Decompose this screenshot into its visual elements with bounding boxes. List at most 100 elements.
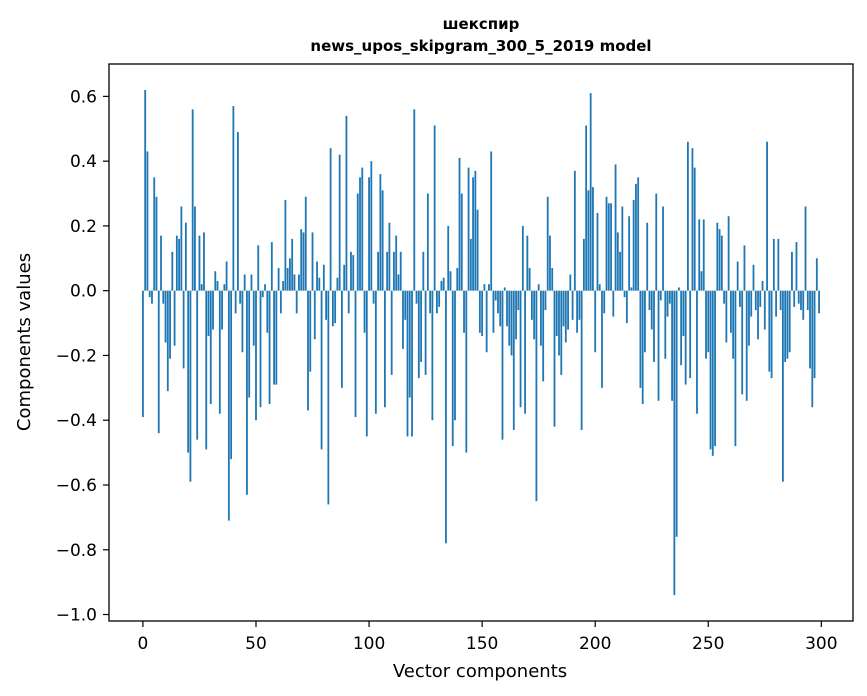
bar	[200, 284, 203, 291]
bar	[187, 290, 190, 453]
bar	[582, 238, 585, 291]
bar	[815, 258, 818, 291]
bar	[227, 290, 230, 521]
bar	[146, 151, 149, 291]
bar	[395, 235, 398, 291]
bar	[180, 206, 183, 291]
bar	[560, 290, 563, 375]
bar	[345, 115, 348, 291]
bar	[279, 290, 282, 314]
bar	[467, 167, 470, 291]
bar	[379, 174, 382, 291]
bar	[420, 290, 422, 362]
bar	[286, 268, 289, 291]
bar	[442, 277, 445, 291]
bar	[259, 290, 262, 408]
x-tick-label: 50	[245, 634, 267, 654]
bar	[393, 251, 395, 291]
bar	[537, 284, 540, 291]
bar	[406, 290, 409, 437]
bar	[212, 290, 214, 330]
bar	[515, 290, 517, 340]
bar	[246, 290, 248, 495]
bar	[196, 290, 199, 440]
bar	[533, 290, 536, 340]
bar	[700, 271, 703, 291]
bar	[635, 183, 637, 291]
bar	[386, 251, 389, 291]
bar	[417, 290, 420, 379]
bar	[540, 290, 542, 346]
bar	[664, 290, 667, 359]
bar	[736, 261, 739, 291]
bar	[682, 290, 685, 337]
bar	[793, 290, 796, 307]
bar	[766, 141, 768, 291]
bar	[252, 290, 255, 346]
x-tick-label: 200	[579, 634, 611, 654]
bar	[300, 229, 303, 291]
bar	[492, 290, 495, 333]
x-tick-label: 150	[466, 634, 498, 654]
bar	[512, 290, 515, 430]
bar	[368, 177, 370, 291]
bar	[705, 290, 707, 359]
bar	[438, 290, 441, 307]
bar	[662, 206, 664, 291]
bar	[562, 290, 565, 327]
bar	[696, 290, 698, 414]
bar	[216, 280, 219, 291]
bar	[341, 290, 343, 388]
bar	[612, 290, 615, 317]
bar	[750, 290, 753, 317]
bar	[546, 196, 549, 291]
bar	[693, 167, 696, 291]
bar	[194, 206, 196, 291]
bar	[564, 290, 567, 343]
bar	[218, 290, 221, 414]
bar	[727, 216, 730, 291]
bar	[390, 290, 393, 375]
bar	[356, 193, 359, 291]
bar	[567, 290, 569, 330]
bar	[404, 290, 407, 320]
bar	[372, 290, 375, 304]
bar	[714, 290, 716, 447]
bar	[673, 290, 676, 596]
bar	[743, 245, 746, 291]
bar	[388, 222, 391, 291]
bar	[237, 132, 239, 291]
bar	[553, 290, 556, 427]
bar	[813, 290, 816, 379]
bar	[268, 290, 271, 405]
bar	[307, 290, 309, 411]
chart-title-line-2: news_upos_skipgram_300_5_2019 model	[310, 37, 651, 55]
bar	[458, 157, 461, 291]
bar	[702, 219, 705, 291]
bar	[151, 290, 153, 304]
plot-area-frame	[108, 63, 854, 622]
bar	[325, 290, 327, 320]
bar	[191, 109, 194, 291]
bar	[311, 232, 314, 291]
y-axis-label: Components values	[14, 253, 35, 431]
bar	[329, 148, 332, 291]
bar	[748, 290, 750, 346]
bar	[772, 238, 775, 291]
bar	[759, 290, 762, 307]
bar	[397, 274, 400, 291]
bar	[763, 290, 766, 330]
bar	[436, 290, 438, 314]
bar	[707, 290, 710, 353]
bar	[424, 290, 427, 375]
bar	[691, 148, 694, 291]
bar	[304, 196, 307, 291]
bar	[338, 154, 341, 291]
bar	[718, 229, 721, 291]
bar	[578, 290, 581, 320]
bar	[160, 235, 162, 291]
bar	[571, 290, 574, 320]
bar	[431, 290, 434, 421]
bar	[754, 290, 757, 311]
